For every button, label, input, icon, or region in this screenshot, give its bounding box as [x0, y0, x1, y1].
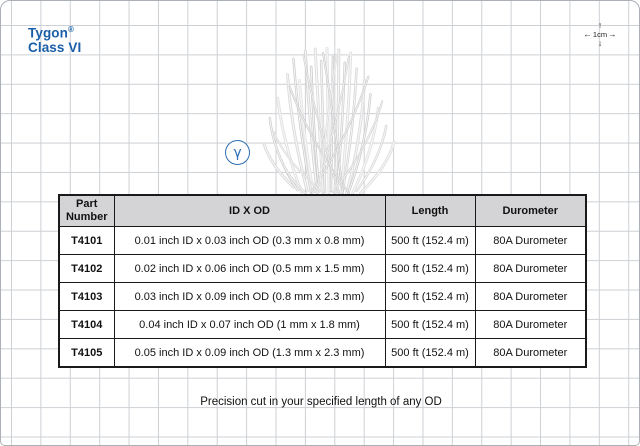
- gamma-symbol: γ: [233, 144, 242, 161]
- cell-idod: 0.05 inch ID x 0.09 inch OD (1.3 mm x 2.…: [113, 338, 386, 368]
- scale-marker: ↑ ← 1cm → ↓: [579, 21, 621, 48]
- table-header-row: Part Number ID X OD Length Durometer: [58, 194, 587, 227]
- cell-length: 500 ft (152.4 m): [384, 282, 476, 311]
- cell-durometer: 80A Durometer: [474, 310, 587, 339]
- cell-idod: 0.02 inch ID x 0.06 inch OD (0.5 mm x 1.…: [113, 254, 386, 283]
- cell-length: 500 ft (152.4 m): [384, 310, 476, 339]
- cell-idod: 0.03 inch ID x 0.09 inch OD (0.8 mm x 2.…: [113, 282, 386, 311]
- scale-label: 1cm: [592, 30, 608, 39]
- table-row: T4101 0.01 inch ID x 0.03 inch OD (0.3 mm…: [58, 226, 587, 255]
- cell-durometer: 80A Durometer: [474, 282, 587, 311]
- tubing-bundle-image: [262, 47, 396, 195]
- header-durometer: Durometer: [474, 194, 587, 227]
- footer-note: Precision cut in your specified length o…: [200, 396, 442, 408]
- brand-line1: Tygon®: [28, 23, 81, 41]
- cell-durometer: 80A Durometer: [474, 254, 587, 283]
- table-row: T4104 0.04 inch ID x 0.07 inch OD (1 mm x…: [58, 310, 587, 339]
- gamma-sterilization-icon: γ: [225, 140, 250, 165]
- table-row: T4105 0.05 inch ID x 0.09 inch OD (1.3 mm…: [58, 338, 587, 368]
- cell-durometer: 80A Durometer: [474, 338, 587, 368]
- header-part-number: Part Number: [58, 194, 115, 227]
- arrow-left-icon: ←: [583, 29, 592, 39]
- cell-idod: 0.04 inch ID x 0.07 inch OD (1 mm x 1.8 …: [113, 310, 386, 339]
- cell-length: 500 ft (152.4 m): [384, 226, 476, 255]
- cell-part: T4101: [58, 226, 115, 255]
- arrow-down-icon: ↓: [597, 38, 603, 48]
- cell-part: T4102: [58, 254, 115, 283]
- brand-name: Tygon: [28, 25, 68, 41]
- cell-part: T4104: [58, 310, 115, 339]
- table-row: T4103 0.03 inch ID x 0.09 inch OD (0.8 mm…: [58, 282, 587, 311]
- header-length: Length: [384, 194, 476, 227]
- arrow-up-icon: ↑: [597, 20, 603, 30]
- cell-idod: 0.01 inch ID x 0.03 inch OD (0.3 mm x 0.…: [113, 226, 386, 255]
- scale-horizontal: ← 1cm →: [579, 29, 621, 40]
- registered-mark: ®: [68, 25, 74, 34]
- brand-title: Tygon® Class VI: [28, 23, 81, 56]
- table-row: T4102 0.02 inch ID x 0.06 inch OD (0.5 mm…: [58, 254, 587, 283]
- product-table: Part Number ID X OD Length Durometer T41…: [58, 194, 587, 368]
- header-id-x-od: ID X OD: [113, 194, 386, 227]
- brand-line2: Class VI: [28, 40, 82, 55]
- cell-durometer: 80A Durometer: [474, 226, 587, 255]
- cell-length: 500 ft (152.4 m): [384, 254, 476, 283]
- cell-part: T4105: [58, 338, 115, 368]
- arrow-right-icon: →: [608, 29, 617, 39]
- cell-length: 500 ft (152.4 m): [384, 338, 476, 368]
- cell-part: T4103: [58, 282, 115, 311]
